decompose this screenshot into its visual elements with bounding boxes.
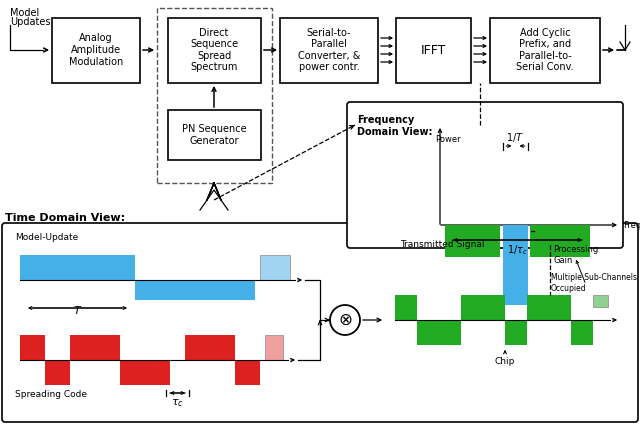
Bar [120,360,145,385]
Bar [168,18,261,83]
Bar [235,360,260,385]
Bar [445,225,500,257]
Text: Model-Update: Model-Update [15,233,78,242]
Text: Serial-to-
Parallel
Converter, &
power contr.: Serial-to- Parallel Converter, & power c… [298,28,360,73]
Text: Add Cyclic
Prefix, and
Parallel-to-
Serial Conv.: Add Cyclic Prefix, and Parallel-to- Seri… [516,28,574,73]
Bar [461,295,483,320]
Text: Model: Model [10,8,39,18]
Text: Transmitted Signal: Transmitted Signal [400,240,484,249]
Bar [505,320,527,345]
Bar [210,335,235,360]
Text: Direct
Sequence
Spread
Spectrum: Direct Sequence Spread Spectrum [190,28,238,73]
Bar [260,255,290,280]
Bar [549,295,571,320]
Bar [527,295,549,320]
Bar [168,110,261,160]
Bar [490,18,600,83]
Bar [45,360,70,385]
Bar [135,280,255,300]
Text: $1/T$: $1/T$ [506,131,525,145]
FancyBboxPatch shape [2,223,638,422]
Bar [417,320,439,345]
Bar [571,320,593,345]
Bar [157,8,272,183]
Text: $T$: $T$ [73,304,83,316]
Bar [280,18,378,83]
Bar [95,335,120,360]
Bar [20,255,135,280]
Bar [265,335,283,360]
Bar [52,18,140,83]
Bar [395,295,417,320]
Text: $1/\tau_c$: $1/\tau_c$ [507,243,528,257]
Circle shape [330,305,360,335]
FancyBboxPatch shape [347,102,623,248]
Bar [185,335,210,360]
Bar [483,295,505,320]
Bar [20,335,45,360]
Bar [70,335,95,360]
Text: Processing
Gain: Processing Gain [553,245,598,265]
Text: Multiple Sub-Channels
Occupied: Multiple Sub-Channels Occupied [551,273,637,293]
Text: IFFT: IFFT [420,44,445,56]
Text: Time Domain View:: Time Domain View: [5,213,125,223]
Text: Frequency
Domain View:: Frequency Domain View: [357,115,433,137]
Text: Spreading Code: Spreading Code [15,390,87,399]
Bar [396,18,471,83]
Text: PN Sequence
Generator: PN Sequence Generator [182,124,246,146]
Bar [145,360,170,385]
Text: Frequency: Frequency [623,220,640,229]
Text: Chip: Chip [495,357,515,366]
Bar [503,225,528,305]
Bar [593,295,608,307]
Text: Analog
Amplitude
Modulation: Analog Amplitude Modulation [69,33,123,67]
Bar [530,225,590,257]
Text: Updates: Updates [10,17,51,27]
Text: $\tau_c$: $\tau_c$ [171,397,184,409]
Text: Power: Power [435,135,461,144]
Text: $\otimes$: $\otimes$ [338,311,352,329]
Bar [439,320,461,345]
